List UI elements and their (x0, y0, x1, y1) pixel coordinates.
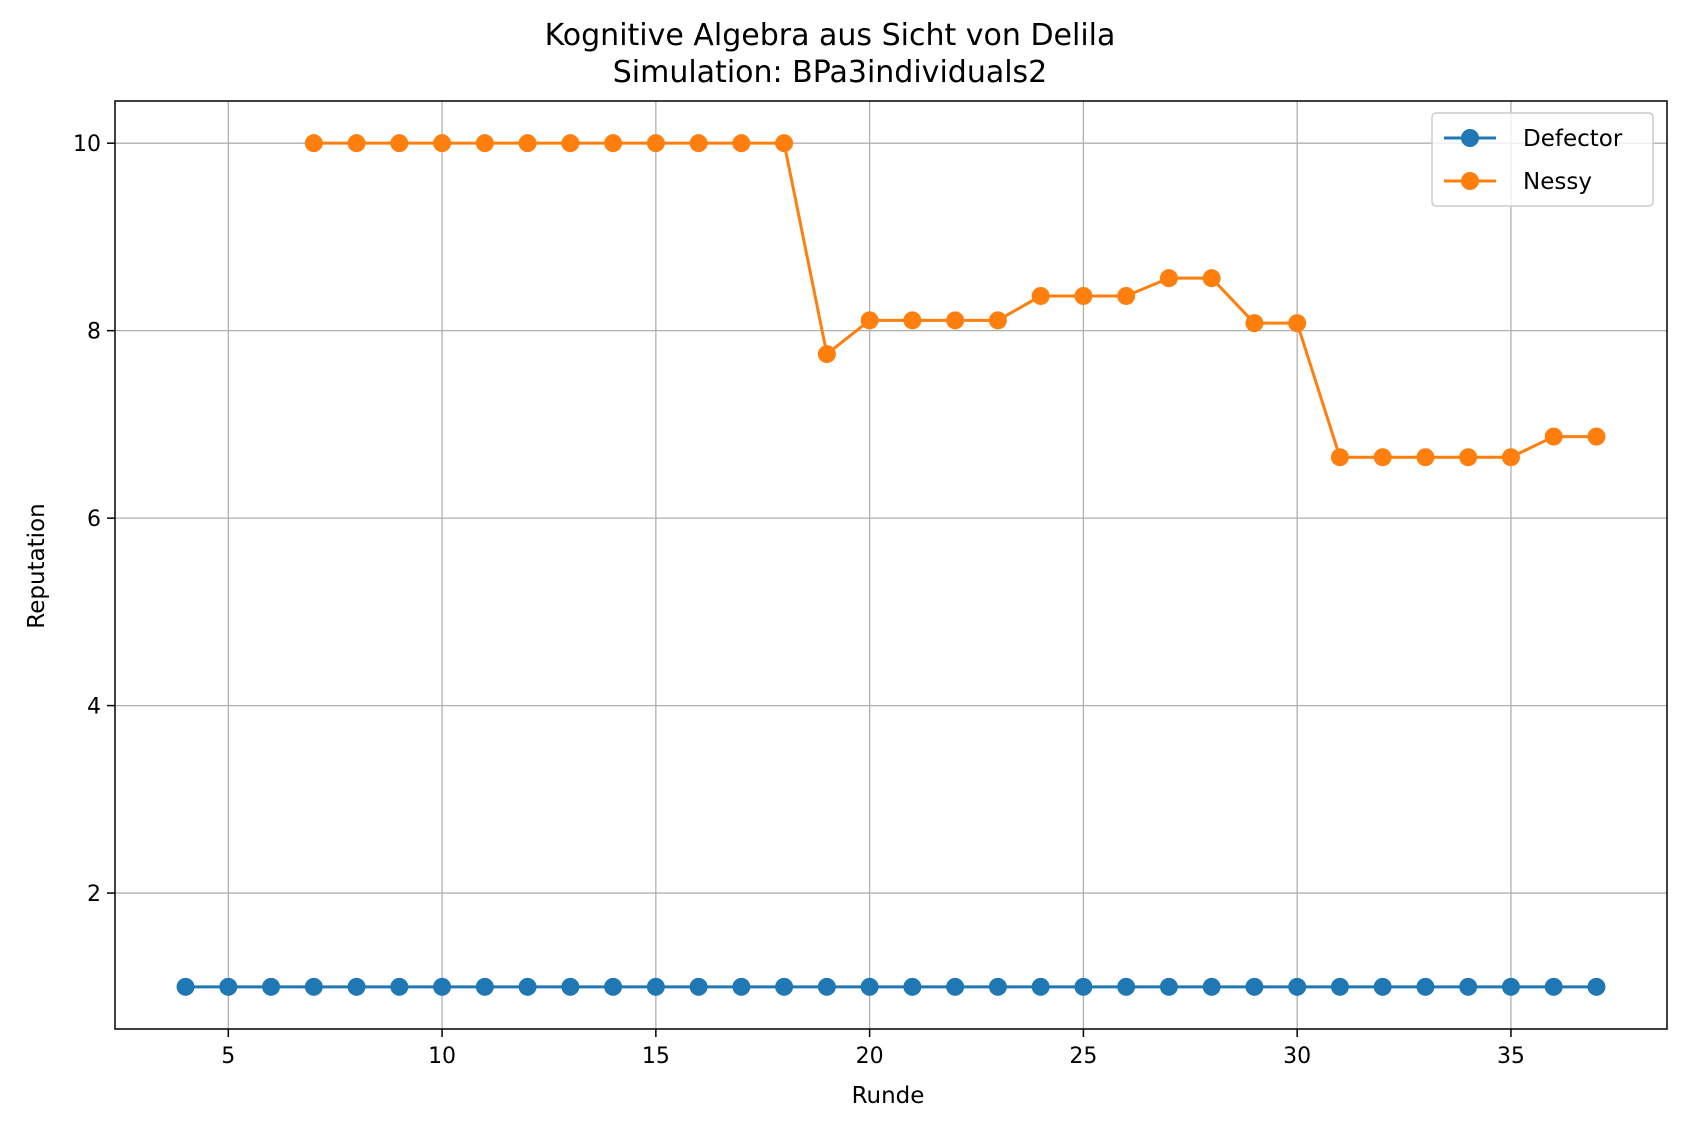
data-point-defector (689, 977, 708, 996)
data-point-defector (304, 977, 323, 996)
data-point-nessy (775, 134, 794, 153)
chart-title: Kognitive Algebra aus Sicht von Delila (545, 18, 1116, 53)
y-axis: 2 4 6 8 10 (73, 132, 115, 907)
data-point-defector (1459, 977, 1478, 996)
data-point-defector (817, 977, 836, 996)
data-point-nessy (903, 311, 922, 330)
data-point-defector (604, 977, 623, 996)
data-point-nessy (475, 134, 494, 153)
data-point-nessy (1587, 427, 1606, 446)
x-tick-label: 15 (642, 1044, 670, 1069)
data-point-defector (860, 977, 879, 996)
data-point-nessy (1416, 448, 1435, 467)
data-point-defector (946, 977, 965, 996)
y-tick-label: 4 (87, 695, 101, 720)
data-point-nessy (988, 311, 1007, 330)
y-tick-label: 6 (87, 507, 101, 532)
data-point-nessy (1031, 286, 1050, 305)
data-point-nessy (689, 134, 708, 153)
data-point-defector (1202, 977, 1221, 996)
legend-label-nessy: Nessy (1523, 169, 1592, 195)
data-point-nessy (1459, 448, 1478, 467)
data-point-defector (518, 977, 537, 996)
series-defector (176, 977, 1606, 996)
legend: Defector Nessy (1431, 112, 1654, 207)
y-tick-label: 8 (87, 320, 101, 345)
data-point-nessy (1159, 269, 1178, 288)
data-point-nessy (1373, 448, 1392, 467)
data-point-defector (646, 977, 665, 996)
series-nessy (304, 134, 1606, 467)
data-point-defector (390, 977, 409, 996)
x-axis: 5 10 15 20 25 30 35 (221, 1029, 1525, 1069)
data-point-nessy (1544, 427, 1563, 446)
data-point-nessy (860, 311, 879, 330)
data-point-defector (1501, 977, 1520, 996)
data-point-nessy (1117, 286, 1136, 305)
legend-marker-nessy (1461, 172, 1479, 190)
data-point-defector (903, 977, 922, 996)
legend-marker-defector (1461, 129, 1479, 147)
x-tick-label: 20 (856, 1044, 884, 1069)
data-point-defector (347, 977, 366, 996)
data-point-defector (475, 977, 494, 996)
data-point-defector (561, 977, 580, 996)
data-point-defector (219, 977, 238, 996)
y-tick-label: 2 (87, 882, 101, 907)
data-point-nessy (1330, 448, 1349, 467)
data-point-defector (988, 977, 1007, 996)
data-point-defector (1288, 977, 1307, 996)
data-point-defector (433, 977, 452, 996)
data-point-nessy (946, 311, 965, 330)
data-point-nessy (1501, 448, 1520, 467)
data-point-nessy (1288, 314, 1307, 333)
data-point-defector (1373, 977, 1392, 996)
data-point-defector (1416, 977, 1435, 996)
data-point-defector (1031, 977, 1050, 996)
data-point-nessy (604, 134, 623, 153)
data-point-nessy (433, 134, 452, 153)
data-point-defector (1117, 977, 1136, 996)
data-point-nessy (390, 134, 409, 153)
legend-frame (1431, 112, 1654, 207)
x-tick-label: 5 (221, 1044, 235, 1069)
data-point-defector (775, 977, 794, 996)
data-point-defector (1330, 977, 1349, 996)
data-point-nessy (817, 345, 836, 364)
x-tick-label: 35 (1497, 1044, 1525, 1069)
data-point-nessy (646, 134, 665, 153)
x-tick-label: 30 (1283, 1044, 1311, 1069)
data-point-defector (176, 977, 195, 996)
data-point-defector (732, 977, 751, 996)
data-point-nessy (347, 134, 366, 153)
data-point-defector (1074, 977, 1093, 996)
data-point-nessy (1202, 269, 1221, 288)
x-axis-label: Runde (852, 1083, 925, 1109)
y-tick-label: 10 (73, 132, 101, 157)
data-point-nessy (561, 134, 580, 153)
data-point-defector (262, 977, 281, 996)
chart-subtitle: Simulation: BPa3individuals2 (613, 55, 1048, 90)
data-point-nessy (1245, 314, 1264, 333)
x-tick-label: 25 (1069, 1044, 1097, 1069)
data-point-nessy (518, 134, 537, 153)
data-point-defector (1245, 977, 1264, 996)
data-point-nessy (304, 134, 323, 153)
data-point-nessy (732, 134, 751, 153)
legend-label-defector: Defector (1523, 126, 1623, 152)
data-point-defector (1159, 977, 1178, 996)
series-layer (176, 134, 1606, 996)
plot-area-frame (114, 100, 1668, 1030)
data-point-defector (1587, 977, 1606, 996)
data-point-defector (1544, 977, 1563, 996)
y-axis-label: Reputation (24, 503, 50, 628)
data-point-nessy (1074, 286, 1093, 305)
x-tick-label: 10 (428, 1044, 456, 1069)
